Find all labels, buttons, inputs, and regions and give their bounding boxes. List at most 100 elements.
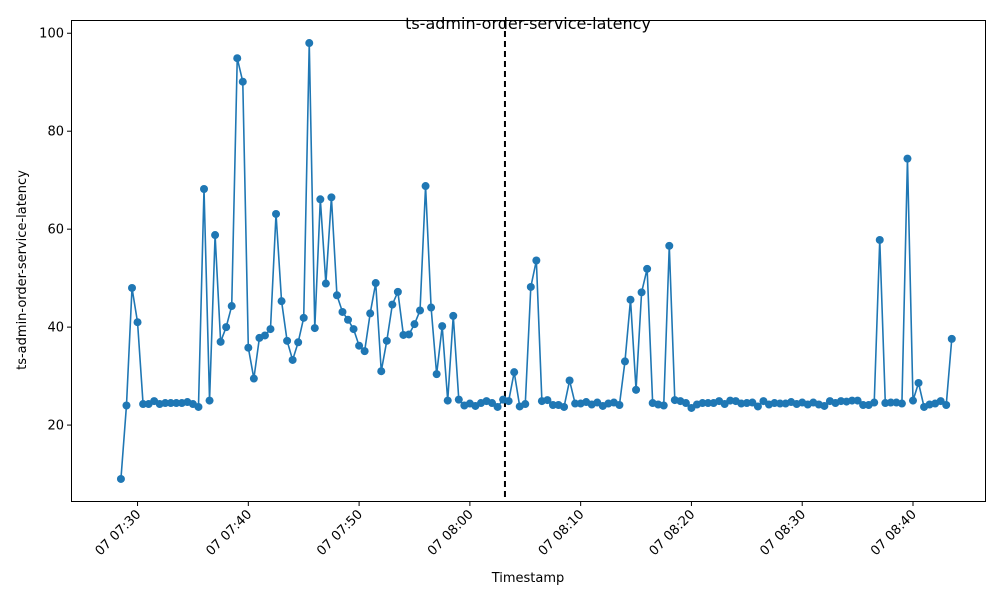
data-point [360,347,369,356]
data-point [936,397,945,406]
data-point [393,287,402,296]
y-axis: 20 40 60 80 100 [39,27,72,434]
data-point [449,311,458,320]
x-tick-label: 07 08:00 [425,507,477,559]
data-point [427,303,436,312]
data-point [698,399,707,408]
y-tick-label: 100 [39,27,64,42]
data-point [565,376,574,385]
data-point [166,399,175,408]
data-point [637,288,646,297]
data-point [404,330,413,339]
data-point [454,395,463,404]
data-point [848,396,857,405]
data-point [510,368,519,377]
data-point [753,402,762,411]
data-point [859,401,868,409]
data-point [748,398,757,407]
data-point [272,209,281,218]
data-point [233,54,242,63]
data-point [421,182,430,191]
data-point [643,264,652,273]
plot-frame [71,20,986,502]
x-tick-label: 07 07:30 [93,507,145,559]
data-point [321,279,330,288]
data-point [310,324,319,333]
data-point [886,398,895,407]
data-point [504,397,513,406]
data-point [366,309,375,318]
x-tick-label: 07 08:40 [868,507,920,559]
x-tick-label: 07 08:20 [647,507,699,559]
data-point [681,399,690,408]
y-tick-label: 60 [47,223,64,238]
data-point [377,367,386,376]
data-point [277,297,286,306]
data-point [914,378,923,387]
data-point [211,231,220,240]
data-point [305,39,314,48]
data-point [344,315,353,324]
data-point [526,282,535,291]
data-point [548,401,557,409]
data-point [338,307,347,316]
x-tick-label: 07 07:50 [314,507,366,559]
y-tick-label: 40 [47,321,64,336]
data-point [288,355,297,364]
data-point [299,313,308,322]
data-point [615,401,624,409]
data-point [532,256,541,265]
data-point [665,241,674,250]
data-point [620,357,629,366]
data-point [947,334,956,343]
data-point [122,401,131,410]
data-point [443,396,452,405]
data-point [316,195,325,204]
data-point [388,300,397,309]
chart-title: ts-admin-order-service-latency [405,14,651,33]
x-tick-label: 07 07:40 [203,507,255,559]
data-point [371,279,380,288]
data-point [632,385,641,394]
y-tick-label: 20 [47,419,64,434]
latency-series [116,39,956,483]
data-point [133,318,142,327]
data-point [560,402,569,411]
data-point [222,323,231,332]
data-point [493,402,502,411]
data-point [200,185,209,193]
data-point [244,343,253,352]
data-point [908,396,917,405]
data-point [410,320,419,329]
data-point [626,295,635,304]
data-point [327,193,336,202]
data-point [820,401,829,410]
data-point [139,400,148,409]
data-point [161,399,170,408]
data-point [853,396,862,405]
data-point [416,306,425,315]
data-point [194,402,203,411]
x-tick-label: 07 08:30 [757,507,809,559]
data-point [488,399,497,408]
data-point [238,77,247,86]
y-axis-title: ts-admin-order-service-latency [15,170,30,370]
data-point [205,396,214,405]
data-point [260,331,269,340]
data-point [903,154,912,163]
data-point [875,235,884,244]
data-point [704,399,713,408]
data-point [897,399,906,408]
data-point [116,474,125,483]
data-point [249,374,258,383]
x-axis: 07 07:30 07 07:40 07 07:50 07 08:00 07 08:10… [93,501,920,559]
data-point [659,401,668,410]
data-point [776,399,785,408]
data-point [266,325,275,334]
data-point [172,399,181,408]
data-point [355,341,364,350]
x-tick-label: 07 08:10 [536,507,588,559]
data-point [349,325,358,334]
data-point [438,322,447,331]
